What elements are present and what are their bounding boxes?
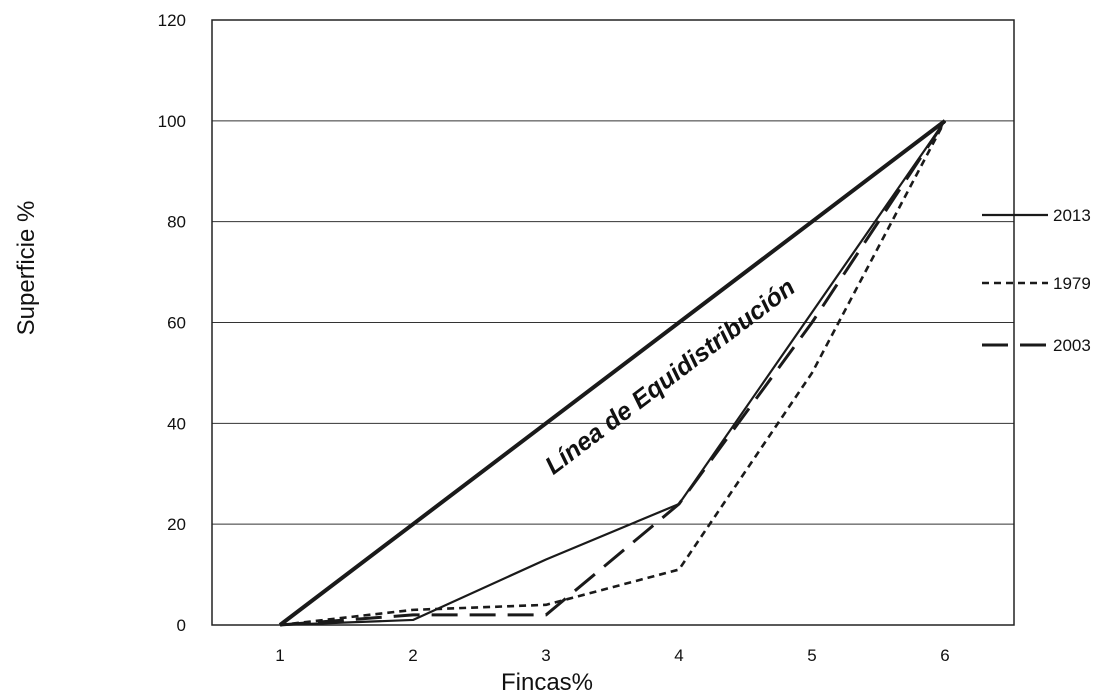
- x-tick-label: 1: [275, 646, 284, 665]
- series-line-2003: [279, 120, 947, 627]
- gridlines: [212, 19, 1014, 626]
- y-tick-label: 60: [167, 314, 186, 333]
- y-tick-label: 20: [167, 515, 186, 534]
- y-axis-title: Superficie %: [13, 201, 40, 336]
- y-tick-label: 0: [177, 616, 186, 635]
- y-tick-label: 80: [167, 213, 186, 232]
- series-line-1979: [279, 120, 947, 627]
- legend-label: 1979: [1053, 274, 1091, 293]
- x-tick-label: 2: [408, 646, 417, 665]
- plot-frame: [211, 19, 1015, 626]
- series-lines: [278, 119, 947, 627]
- legend: 2013 1979 2003: [982, 206, 1091, 355]
- series-line-equidistribution: [278, 119, 947, 627]
- legend-label: 2003: [1053, 336, 1091, 355]
- legend-label: 2013: [1053, 206, 1091, 225]
- x-axis-title: Fincas%: [501, 669, 593, 696]
- x-tick-label: 5: [807, 646, 816, 665]
- x-tick-label: 3: [541, 646, 550, 665]
- y-tick-label: 100: [158, 112, 186, 131]
- series-line-2013: [279, 120, 946, 627]
- y-tick-label: 120: [158, 11, 186, 30]
- equidistribution-annotation: Línea de Equidistribución: [540, 273, 800, 480]
- x-tick-labels: 1 2 3 4 5 6: [275, 646, 949, 665]
- y-tick-label: 40: [167, 414, 186, 433]
- x-tick-label: 4: [674, 646, 683, 665]
- x-tick-label: 6: [940, 646, 949, 665]
- y-tick-labels: 0 20 40 60 80 100 120: [158, 11, 186, 635]
